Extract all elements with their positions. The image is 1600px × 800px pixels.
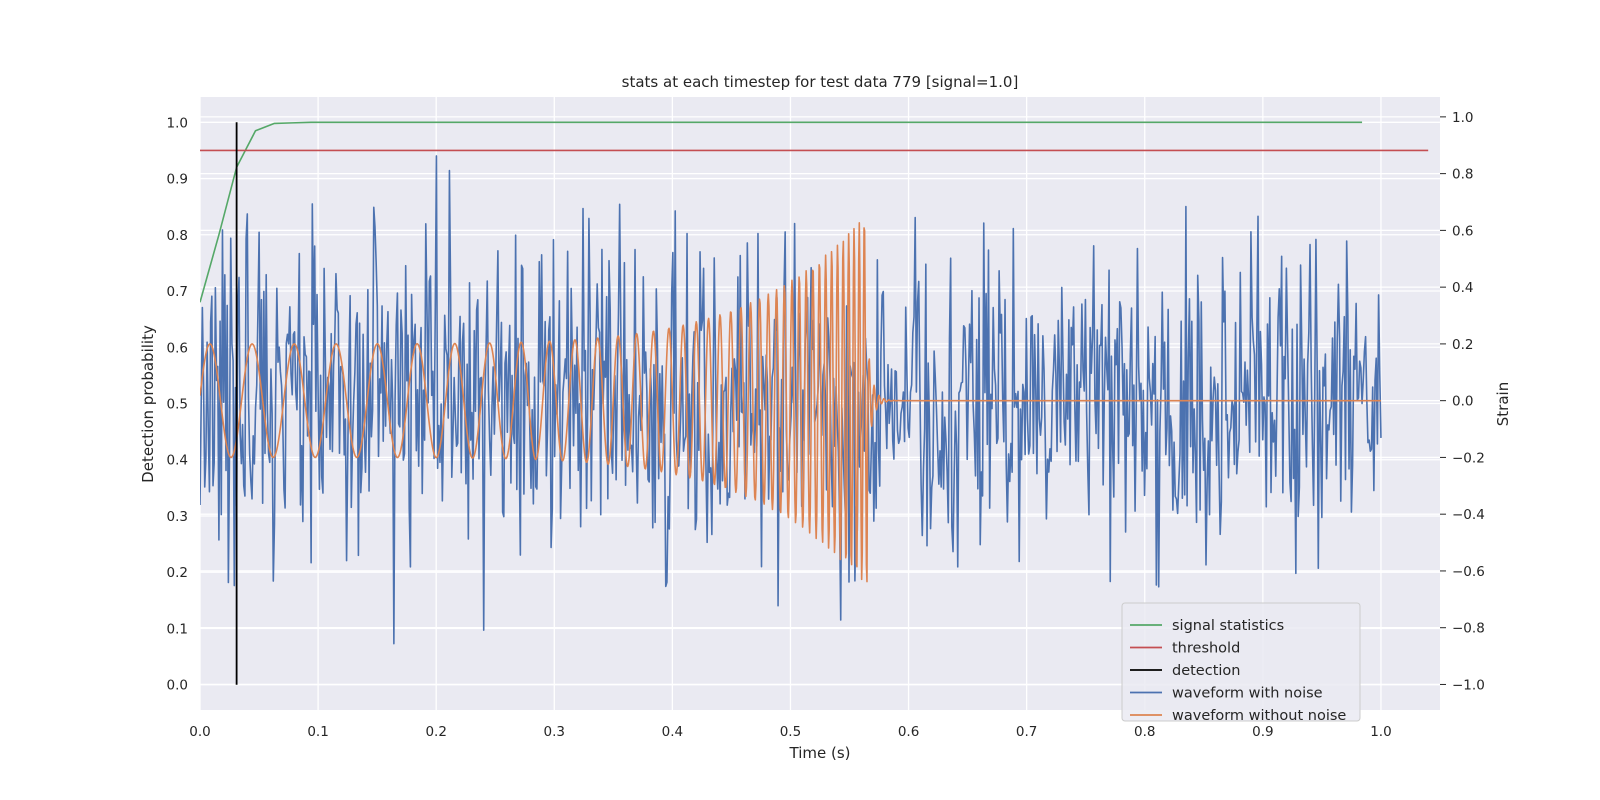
y-right-tick-label: 0.8: [1452, 167, 1473, 183]
series-signal-statistics: [200, 121, 1363, 303]
legend-box: [1121, 602, 1361, 722]
x-tick-label: 1.0: [1370, 724, 1391, 740]
y-left-tick-label: 0.2: [167, 565, 188, 581]
chart-title: stats at each timestep for test data 779…: [622, 73, 1019, 91]
y-right-tick-label: −0.4: [1452, 507, 1485, 523]
x-axis-label: Time (s): [789, 744, 851, 762]
series-layer: [200, 121, 1429, 685]
x-tick-label: 0.9: [1252, 724, 1273, 740]
y-right-tick-label: 0.6: [1452, 223, 1473, 239]
y-axis-left: 0.0 0.1 0.2 0.3 0.4 0.5 0.6 0.7 0.8 0.9 1.0: [167, 115, 188, 693]
series-waveform-without-noise: [200, 222, 1382, 583]
legend-label: threshold: [1172, 641, 1240, 657]
y-right-tick-label: −0.8: [1452, 621, 1485, 637]
y-axis-left-label: Detection probability: [139, 325, 157, 483]
y-right-tick-label: −0.6: [1452, 564, 1485, 580]
x-tick-label: 0.0: [189, 724, 210, 740]
y-left-tick-label: 0.4: [167, 453, 188, 469]
y-left-tick-label: 0.0: [167, 678, 188, 694]
y-left-tick-label: 0.9: [167, 172, 188, 188]
x-tick-label: 0.5: [780, 724, 801, 740]
legend-label: waveform without noise: [1172, 708, 1346, 724]
legend-label: detection: [1172, 663, 1240, 679]
y-right-tick-label: 0.0: [1452, 394, 1473, 410]
y-left-tick-label: 0.6: [167, 340, 188, 356]
x-tick-label: 0.7: [1016, 724, 1037, 740]
x-axis: 0.0 0.1 0.2 0.3 0.4 0.5 0.6 0.7 0.8 0.9 1.0: [189, 724, 1391, 740]
y-axis-right-label: Strain: [1494, 382, 1512, 426]
y-left-tick-label: 0.1: [167, 621, 188, 637]
x-tick-label: 0.3: [544, 724, 565, 740]
y-right-tick-label: −1.0: [1452, 677, 1485, 693]
x-tick-label: 0.1: [307, 724, 328, 740]
y-right-tick-label: 0.4: [1452, 280, 1473, 296]
y-left-tick-label: 0.3: [167, 509, 188, 525]
y-right-tick-label: 1.0: [1452, 110, 1473, 126]
legend-label: signal statistics: [1172, 618, 1284, 634]
legend-label: waveform with noise: [1172, 686, 1323, 702]
x-tick-label: 0.8: [1134, 724, 1155, 740]
y-right-tick-label: −0.2: [1452, 450, 1485, 466]
y-left-tick-label: 0.5: [167, 397, 188, 413]
x-tick-label: 0.2: [425, 724, 446, 740]
y-left-tick-label: 0.7: [167, 284, 188, 300]
y-axis-right: −1.0 −0.8 −0.6 −0.4 −0.2 0.0 0.2 0.4 0.6 0.8 1.0: [1440, 110, 1485, 693]
x-tick-label: 0.4: [662, 724, 683, 740]
y-right-tick-label: 0.2: [1452, 337, 1473, 353]
legend: signal statistics threshold detection wavef…: [1121, 602, 1361, 724]
x-tick-label: 0.6: [898, 724, 919, 740]
y-left-tick-label: 0.8: [167, 228, 188, 244]
y-left-tick-label: 1.0: [167, 115, 188, 131]
